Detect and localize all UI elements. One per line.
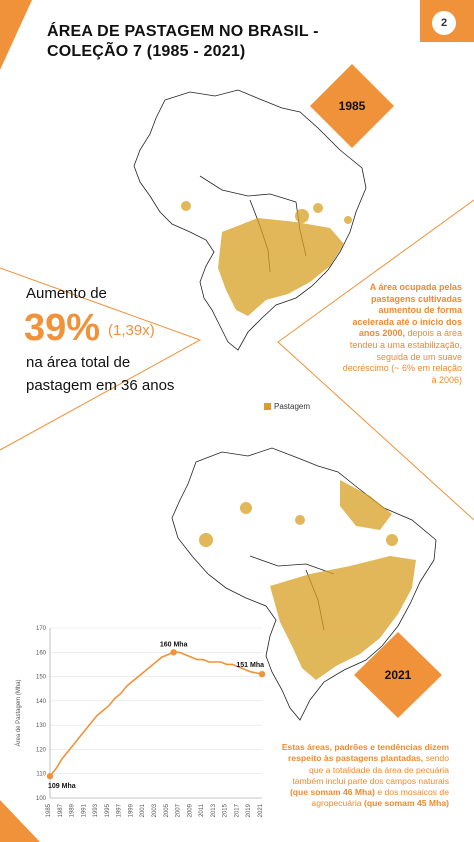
x-tick-label: 1993	[93, 803, 99, 817]
stat-multiplier: (1,39x)	[108, 322, 155, 339]
year-label-2021: 2021	[384, 668, 412, 682]
x-tick-label: 1999	[128, 803, 134, 817]
page-title: ÁREA DE PASTAGEM NO BRASIL - COLEÇÃO 7 (…	[47, 23, 319, 60]
scope-note-part5: (que somam 45 Mha)	[363, 798, 449, 809]
diamond-1985	[310, 64, 394, 148]
scope-note-part3: (que somam 46 Mha)	[289, 787, 375, 798]
y-tick-label: 110	[36, 772, 46, 778]
x-tick-label: 1991	[81, 803, 87, 817]
x-tick-label: 2021	[258, 803, 264, 817]
x-tick-label: 1987	[58, 803, 64, 817]
trend-note-rest: depois a área tendeu a uma estabilização…	[342, 328, 462, 385]
map-1985-pasture	[181, 201, 352, 316]
x-tick-label: 1985	[46, 803, 52, 817]
corner-triangle-bottom	[0, 800, 40, 842]
diamond-outline-right	[277, 199, 474, 521]
stat-intro: Aumento de	[26, 285, 107, 302]
x-tick-label: 2007	[176, 803, 182, 817]
page-number: 2	[432, 11, 456, 35]
x-tick-label: 2001	[140, 803, 146, 817]
scope-note-part2: sendo que a totalidade da área de pecuár…	[292, 753, 449, 786]
y-tick-label: 160	[36, 650, 47, 656]
stat-description: na área total de pastagem em 36 anos	[26, 354, 175, 394]
x-tick-label: 2005	[164, 803, 170, 817]
diamond-outline-left	[0, 267, 202, 451]
x-tick-label: 2011	[199, 803, 205, 817]
data-label: 151 Mha	[236, 662, 264, 669]
y-tick-label: 140	[36, 699, 47, 705]
data-point	[46, 772, 54, 780]
trend-note-bold: A área ocupada pelas pastagens cultivada…	[352, 282, 462, 339]
x-tick-label: 2015	[223, 803, 229, 817]
data-label: 109 Mha	[48, 783, 76, 790]
x-tick-label: 2013	[211, 803, 217, 817]
series-line	[49, 651, 263, 777]
scope-note: Estas áreas, padrões e tendências dizem …	[281, 742, 449, 810]
legend-swatch	[264, 403, 271, 410]
map-legend: Pastagem	[264, 402, 310, 411]
y-tick-label: 170	[36, 626, 47, 632]
y-axis-label: Área de Pastagem (Mha)	[15, 679, 22, 746]
trend-note: A área ocupada pelas pastagens cultivada…	[340, 282, 462, 386]
pasture-line-chart: 100 110 120 130 140 150 160 170 1985 1987 1989 1991…	[15, 626, 266, 817]
x-tick-label: 1989	[70, 803, 76, 817]
map-1985	[133, 89, 367, 351]
data-point	[258, 670, 266, 678]
map-2021-pasture	[199, 480, 416, 680]
y-tick-label: 100	[36, 796, 47, 802]
x-tick-label: 2019	[246, 803, 252, 817]
x-tick-label: 2017	[234, 803, 240, 817]
data-label: 160 Mha	[160, 641, 188, 648]
data-point	[170, 649, 177, 656]
corner-triangle	[0, 0, 32, 70]
x-tick-label: 2003	[152, 803, 158, 817]
diamond-2021	[354, 632, 442, 718]
x-tick-label: 1997	[117, 803, 123, 817]
y-tick-label: 130	[36, 723, 47, 729]
stat-percentage: 39%	[24, 307, 101, 349]
scope-note-part1: Estas áreas, padrões e tendências dizem …	[281, 742, 449, 764]
year-label-1985: 1985	[338, 99, 366, 113]
y-tick-label: 150	[36, 675, 47, 681]
legend-label: Pastagem	[274, 402, 311, 411]
x-tick-label: 1995	[105, 803, 111, 817]
scope-note-part4: e dos mosaicos de agropecuária	[311, 787, 449, 809]
x-tick-label: 2009	[187, 803, 193, 817]
y-tick-label: 120	[36, 747, 47, 753]
